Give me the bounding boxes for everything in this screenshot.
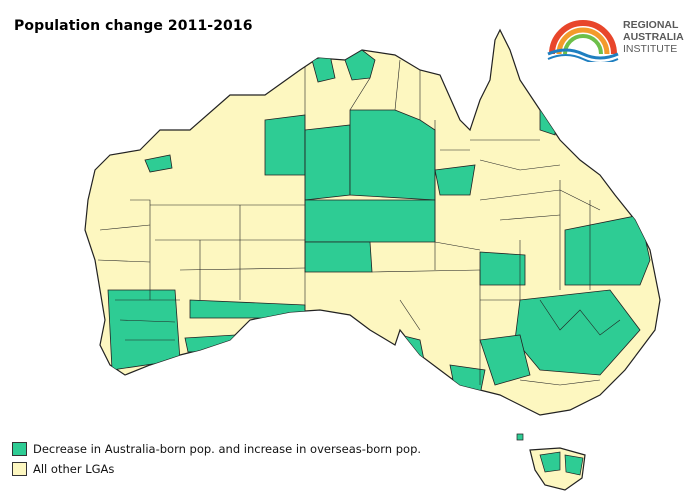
legend-swatch-green bbox=[12, 442, 27, 456]
rainbow-arc-icon bbox=[547, 20, 619, 64]
lga-qld-darling-downs bbox=[564, 214, 651, 286]
lga-wa-esperance bbox=[184, 334, 236, 353]
lga-tas-islands bbox=[516, 433, 524, 441]
logo-line-3: INSTITUTE bbox=[623, 43, 678, 55]
legend-swatch-yellow bbox=[12, 462, 27, 476]
lga-qld-gulf bbox=[434, 164, 476, 196]
lga-nt-south bbox=[304, 199, 436, 243]
lga-tas-east bbox=[564, 454, 584, 476]
lga-nt-central bbox=[304, 124, 351, 201]
lga-nt-west bbox=[264, 114, 306, 176]
lga-wa-southwest bbox=[107, 289, 181, 371]
lga-qld-southwest bbox=[479, 251, 526, 286]
legend-item-other: All other LGAs bbox=[12, 460, 421, 478]
lga-wa-kimberley bbox=[144, 154, 173, 173]
lga-boundaries bbox=[97, 59, 621, 386]
map-title: Population change 2011-2016 bbox=[14, 18, 253, 34]
lga-nt-east bbox=[349, 109, 436, 201]
logo-line-1: REGIONAL bbox=[623, 19, 679, 31]
legend-label-decrease: Decrease in Australia-born pop. and incr… bbox=[33, 442, 422, 456]
regional-australia-institute-logo: REGIONAL AUSTRALIA INSTITUTE bbox=[546, 12, 696, 64]
logo-line-2: AUSTRALIA bbox=[623, 31, 684, 43]
map-legend: Decrease in Australia-born pop. and incr… bbox=[12, 440, 421, 480]
lga-nt-southwest bbox=[304, 241, 373, 273]
lga-nsw-riverina bbox=[479, 334, 531, 386]
legend-item-decrease: Decrease in Australia-born pop. and incr… bbox=[12, 440, 421, 458]
legend-label-other: All other LGAs bbox=[33, 462, 115, 476]
lga-tas-northwest bbox=[539, 451, 561, 473]
